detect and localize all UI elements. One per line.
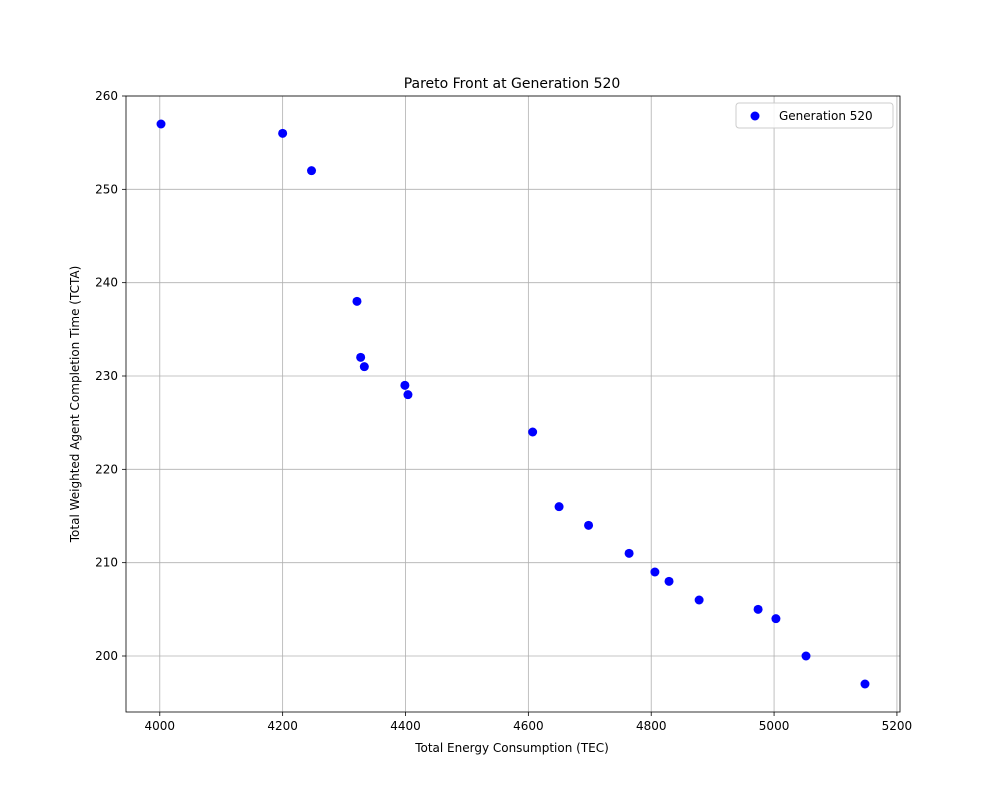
data-point: [860, 679, 870, 689]
data-point: [624, 548, 634, 558]
data-point: [584, 520, 594, 530]
y-tick-label: 210: [95, 556, 118, 570]
legend-box: [735, 102, 894, 129]
y-axis-title: Total Weighted Agent Completion Time (TC…: [68, 266, 82, 544]
data-point: [307, 166, 317, 176]
x-tick-label: 4000: [145, 719, 176, 733]
x-tick-label: 4200: [267, 719, 298, 733]
legend: Generation 520: [735, 102, 894, 129]
data-point: [694, 595, 704, 605]
data-point: [278, 128, 288, 138]
data-point: [356, 352, 366, 362]
x-axis-ticks: 4000 4200 4400 4600 4800 5000 5200: [145, 712, 913, 733]
y-tick-label: 230: [95, 369, 118, 383]
chart-title: Pareto Front at Generation 520: [404, 76, 621, 92]
y-tick-label: 240: [95, 276, 118, 290]
data-point: [771, 614, 781, 624]
y-tick-label: 250: [95, 182, 118, 196]
y-tick-label: 200: [95, 649, 118, 663]
x-tick-label: 4400: [390, 719, 421, 733]
legend-marker: [750, 111, 760, 121]
legend-label: Generation 520: [779, 109, 873, 123]
data-point: [400, 380, 410, 390]
data-point: [528, 427, 538, 437]
data-point: [359, 362, 369, 372]
data-point: [753, 604, 763, 614]
x-tick-label: 5200: [882, 719, 913, 733]
data-points: [156, 119, 870, 689]
y-axis-ticks: 200 210 220 230 240 250 260: [95, 89, 126, 663]
y-tick-label: 220: [95, 462, 118, 476]
data-point: [156, 119, 166, 129]
plot-frame: [125, 95, 901, 713]
x-tick-label: 5000: [759, 719, 790, 733]
y-tick-label: 260: [95, 89, 118, 103]
data-point: [650, 567, 660, 577]
data-point: [352, 296, 362, 306]
data-point: [554, 502, 564, 512]
data-point: [664, 576, 674, 586]
data-point: [801, 651, 811, 661]
x-axis-title: Total Energy Consumption (TEC): [414, 741, 609, 755]
x-tick-label: 4800: [636, 719, 667, 733]
x-tick-label: 4600: [513, 719, 544, 733]
data-point: [403, 390, 413, 400]
